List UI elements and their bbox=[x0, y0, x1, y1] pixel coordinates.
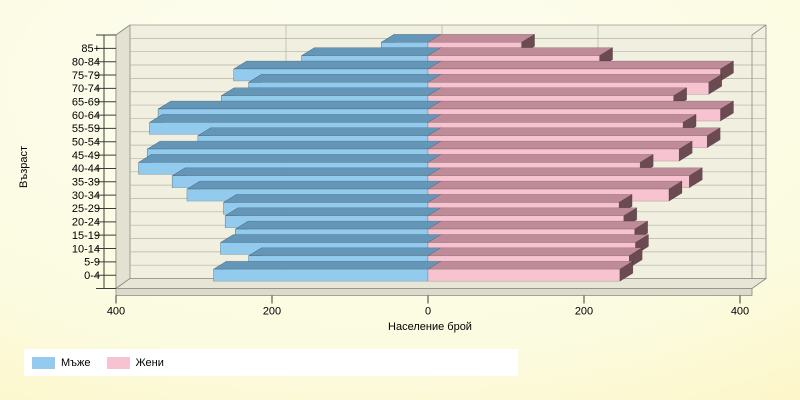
bar-men-top-25-29 bbox=[222, 194, 442, 203]
bar-women-top-65-69 bbox=[427, 87, 688, 96]
bar-men-top-20-24 bbox=[224, 207, 442, 217]
bar-men-top-30-34 bbox=[186, 180, 442, 190]
y-axis-label: 0-4 bbox=[84, 270, 100, 282]
y-axis-label: 80-84 bbox=[72, 56, 100, 68]
legend: Мъже Жени bbox=[24, 349, 518, 376]
y-axis-label: 85+ bbox=[81, 43, 100, 55]
y-axis-label: 45-49 bbox=[72, 150, 100, 162]
legend-label-men: Мъже bbox=[61, 356, 91, 369]
bar-women-cap-70-74 bbox=[708, 73, 723, 95]
plot-top-right-edge bbox=[751, 24, 767, 36]
y-axis-label: 35-39 bbox=[72, 177, 100, 189]
bar-men-top-10-14 bbox=[219, 234, 442, 243]
bar-men-top-40-44 bbox=[137, 154, 442, 163]
bar-women-cap-60-64 bbox=[720, 100, 734, 122]
bar-men-top-0-4 bbox=[212, 260, 442, 270]
bar-women-top-15-19 bbox=[427, 220, 649, 230]
legend-swatch-women bbox=[106, 356, 130, 369]
y-axis-label: 65-69 bbox=[72, 96, 100, 108]
y-axis-label: 20-24 bbox=[72, 217, 100, 229]
legend-label-women: Жени bbox=[135, 356, 164, 369]
y-axis-label: 30-34 bbox=[72, 190, 100, 202]
bar-men-top-15-19 bbox=[234, 220, 442, 230]
y-axis-label: 5-9 bbox=[84, 257, 100, 269]
x-axis-tick-label: 200 bbox=[263, 306, 281, 318]
bar-men-0-4 bbox=[213, 268, 429, 282]
bar-women-top-40-44 bbox=[427, 154, 655, 163]
bar-women-top-0-4 bbox=[427, 260, 634, 270]
bar-women-top-5-9 bbox=[427, 247, 644, 257]
y-axis-label: 10-14 bbox=[72, 243, 100, 255]
bar-women-top-85+ bbox=[427, 34, 536, 43]
x-axis-tick-label: 200 bbox=[575, 306, 593, 318]
bar-women-cap-35-39 bbox=[689, 167, 703, 189]
y-axis-label: 60-64 bbox=[72, 110, 100, 122]
y-axis-label: 50-54 bbox=[72, 137, 100, 149]
bar-women-cap-45-49 bbox=[678, 140, 693, 162]
bar-men-top-75-79 bbox=[232, 60, 442, 70]
y-axis-label: 15-19 bbox=[72, 230, 100, 242]
bar-men-top-50-54 bbox=[197, 127, 442, 136]
y-axis-label: 75-79 bbox=[72, 70, 100, 82]
bar-men-top-55-59 bbox=[148, 114, 442, 123]
bar-women-top-30-34 bbox=[427, 180, 683, 190]
bar-women-top-10-14 bbox=[427, 234, 650, 243]
bar-women-cap-50-54 bbox=[706, 127, 721, 149]
bar-women-top-70-74 bbox=[427, 74, 723, 83]
bar-men-top-45-49 bbox=[146, 140, 442, 150]
bar-men-top-70-74 bbox=[247, 74, 442, 83]
plot-left-wall bbox=[115, 24, 131, 290]
bar-women-top-45-49 bbox=[427, 140, 694, 150]
y-axis-label: 70-74 bbox=[72, 83, 100, 95]
x-axis-tick-label: 400 bbox=[731, 306, 749, 318]
bar-women-cap-30-34 bbox=[668, 180, 683, 202]
y-axis-label: 25-29 bbox=[72, 203, 100, 215]
plot-floor-bevel bbox=[115, 288, 753, 296]
bar-women-top-35-39 bbox=[427, 167, 704, 177]
bar-women-top-60-64 bbox=[427, 100, 735, 110]
bar-men-top-5-9 bbox=[247, 247, 442, 257]
y-axis-label: 55-59 bbox=[72, 123, 100, 135]
bar-women-top-50-54 bbox=[427, 127, 722, 136]
bar-women-top-55-59 bbox=[427, 114, 697, 123]
y-axis-label: 40-44 bbox=[72, 163, 100, 175]
bar-women-0-4 bbox=[427, 268, 621, 282]
x-axis-title: Население брой bbox=[388, 321, 472, 333]
bar-men-top-80-84 bbox=[300, 47, 442, 56]
x-axis-tick-label: 0 bbox=[425, 306, 431, 318]
x-axis-tick-label: 400 bbox=[107, 306, 125, 318]
bar-women-top-75-79 bbox=[427, 60, 735, 70]
bar-women-top-80-84 bbox=[427, 47, 614, 56]
bar-women-cap-0-4 bbox=[619, 260, 634, 282]
bar-men-top-60-64 bbox=[157, 100, 442, 110]
bar-men-top-35-39 bbox=[171, 167, 442, 177]
bar-women-top-20-24 bbox=[427, 207, 638, 217]
legend-swatch-men bbox=[32, 356, 55, 369]
y-axis-title: Възраст bbox=[18, 145, 30, 188]
bar-men-top-65-69 bbox=[220, 87, 442, 96]
bar-women-top-25-29 bbox=[427, 194, 633, 203]
